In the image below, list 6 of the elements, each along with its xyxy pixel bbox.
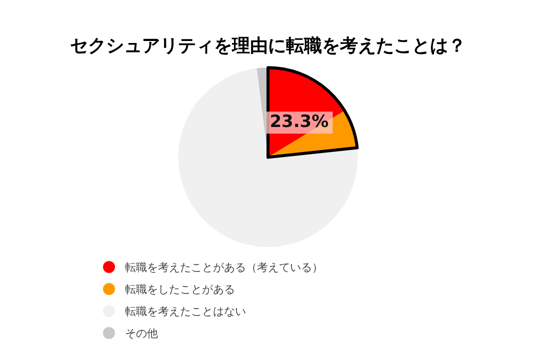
chart-title: セクシュアリティを理由に転職を考えたことは？: [70, 35, 466, 56]
legend-label: その他: [125, 326, 158, 340]
legend-label: 転職を考えたことがある（考えている）: [125, 260, 323, 274]
legend-label: 転職をしたことがある: [125, 282, 235, 296]
legend-label: 転職を考えたことはない: [125, 304, 246, 318]
text: 23.3%: [270, 112, 329, 132]
